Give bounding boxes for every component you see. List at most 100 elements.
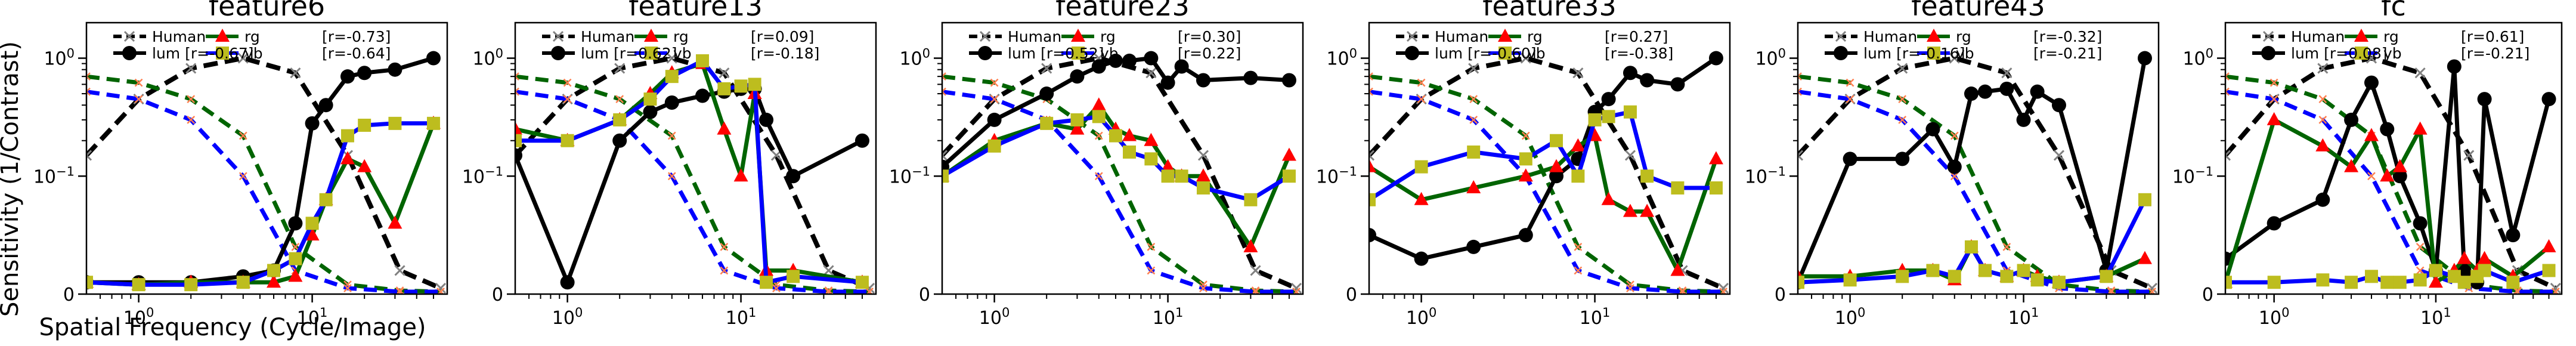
legend-label: [r=-0.32]	[2033, 28, 2102, 45]
series-line-rg	[2225, 118, 2550, 285]
series-line-ref_yb	[1369, 89, 1723, 294]
data-point-ref_yb	[2107, 288, 2116, 294]
data-point-lum	[1369, 228, 1376, 243]
data-point-human	[1468, 63, 1479, 74]
data-point-ref_yb	[343, 284, 352, 292]
data-point-lum	[1518, 228, 1533, 243]
panel-title: feature33	[1482, 0, 1617, 22]
data-point-human	[185, 63, 197, 74]
y-tick-label: 100	[2182, 47, 2213, 70]
data-point-lum	[1243, 70, 1258, 85]
data-point-lum	[1895, 152, 1910, 166]
data-point-yb	[2000, 270, 2014, 283]
data-point-rg	[515, 121, 522, 135]
data-point-human	[237, 52, 249, 64]
legend-label: yb	[673, 45, 692, 62]
data-point-yb	[748, 78, 761, 91]
data-point-human	[719, 67, 730, 79]
data-point-ref_yb	[395, 288, 404, 294]
data-point-yb	[2052, 276, 2066, 289]
data-point-rg	[1623, 203, 1637, 217]
data-point-human	[1897, 63, 1908, 74]
data-point-ref_rg	[615, 95, 624, 103]
data-point-ref_rg	[2416, 243, 2425, 251]
data-point-yb	[2364, 270, 2378, 283]
data-point-ref_rg	[134, 78, 143, 87]
data-point-lum	[2506, 228, 2521, 243]
data-point-rg	[1196, 168, 1210, 182]
data-point-ref_rg	[2002, 243, 2011, 251]
series-line-ref_rg	[86, 74, 441, 294]
data-point-lum	[1549, 169, 1564, 184]
data-point-yb	[2030, 273, 2044, 287]
x-axis-label: Spatial Frequency (Cycle/Image)	[39, 314, 426, 341]
data-point-rg	[1466, 180, 1481, 194]
legend-label: [r=-0.64]	[322, 45, 391, 62]
series-lum	[1369, 51, 1723, 266]
legend-marker-human	[123, 30, 135, 42]
data-point-lum	[1174, 59, 1189, 74]
legend-label: yb	[1956, 45, 1974, 62]
data-point-yb	[1123, 145, 1137, 159]
series-line-human	[2225, 55, 2557, 291]
data-point-ref_yb	[990, 95, 999, 103]
data-point-ref_yb	[1469, 116, 1478, 124]
data-point-rg	[2267, 112, 2281, 125]
data-point-yb	[2429, 264, 2442, 277]
data-point-yb	[2267, 276, 2281, 289]
series-ref_rg	[1798, 72, 2156, 294]
data-point-ref_rg	[395, 286, 404, 294]
legend-marker-yb	[216, 47, 229, 60]
x-tick-label: 101	[297, 305, 328, 329]
data-point-lum	[560, 275, 575, 290]
data-point-ref_yb	[86, 87, 91, 96]
data-point-rg	[305, 227, 320, 241]
data-point-lum	[987, 112, 1002, 127]
y-tick-label: 10−1	[1745, 164, 1786, 187]
x-tick-label: 100	[1835, 305, 1866, 329]
data-point-lum	[1999, 81, 2014, 96]
data-point-yb	[1602, 110, 1615, 123]
legend-label: [r=-0.21]	[2033, 45, 2102, 62]
legend-label: [r=-0.18]	[751, 45, 819, 62]
data-point-lum	[1196, 73, 1210, 88]
series-line-ref_rg	[2225, 74, 2556, 294]
legend-label: [r=-0.21]	[2461, 45, 2529, 62]
series-yb	[86, 116, 440, 292]
legend-label: [r=-0.73]	[322, 28, 391, 45]
data-point-yb	[1092, 110, 1106, 123]
data-point-lum	[340, 69, 355, 84]
data-point-human	[1520, 52, 1531, 64]
legend-label: [r=0.09]	[751, 28, 814, 45]
data-point-ref_yb	[824, 288, 833, 294]
legend-label: rg	[1527, 28, 1543, 45]
data-point-rg	[1160, 159, 1175, 172]
legend-label: Human	[1863, 28, 1917, 45]
data-point-ref_yb	[1199, 284, 1208, 292]
data-point-lum	[1623, 66, 1637, 81]
data-point-lum	[2016, 112, 2031, 127]
data-point-yb	[1144, 152, 1158, 166]
data-point-yb	[1571, 169, 1585, 183]
series-ref_rg	[942, 72, 1301, 294]
data-point-human	[2317, 63, 2329, 74]
panel-feature23: 100 101 0 10−1 100 feature23 Human rg [r=0.30] lu…	[889, 0, 1304, 329]
data-point-yb	[289, 252, 302, 265]
legend-label: yb	[1527, 45, 1546, 62]
data-point-rg	[2380, 168, 2395, 182]
data-point-rg	[1549, 159, 1564, 172]
series-ref_rg	[1369, 72, 1727, 294]
data-point-lum	[612, 133, 627, 148]
data-point-human	[2001, 67, 2012, 79]
data-point-yb	[665, 70, 679, 84]
legend-label: yb	[244, 45, 263, 62]
y-tick-label: 0	[2202, 285, 2213, 305]
data-point-yb	[734, 79, 748, 93]
data-point-yb	[2100, 270, 2113, 283]
legend-label: rg	[1956, 28, 1971, 45]
data-point-ref_yb	[942, 87, 946, 96]
data-point-yb	[86, 276, 93, 289]
series-line-human	[942, 55, 1298, 291]
y-tick-label: 0	[492, 285, 503, 305]
